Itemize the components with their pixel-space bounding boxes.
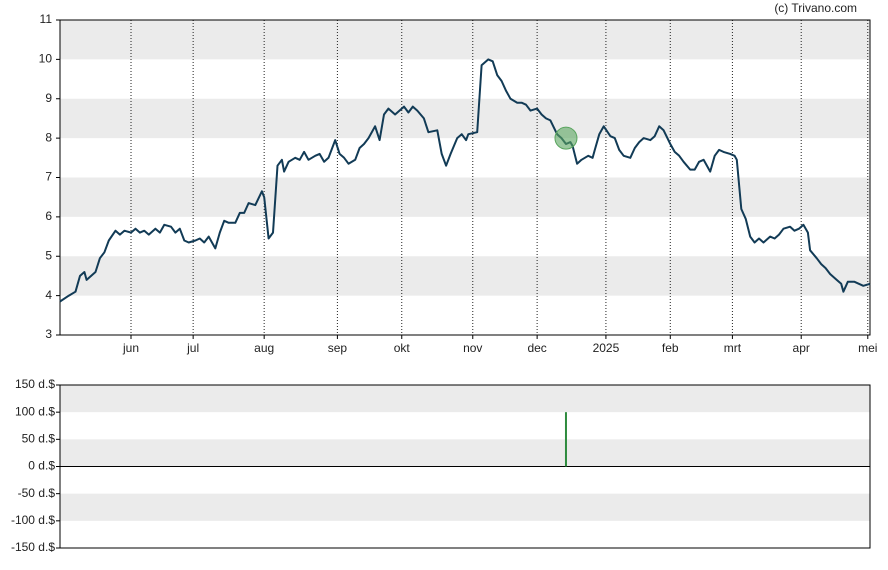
plot-frame: [59, 19, 871, 336]
credit: (c) Trivano.com: [774, 1, 857, 15]
x-tick-label: aug: [254, 341, 274, 355]
x-tick-label: nov: [463, 341, 482, 355]
grid-band: [60, 98, 870, 139]
y-tick-label: 4: [45, 288, 52, 302]
y-tick-label: -150 d.$: [11, 540, 55, 554]
grid-band: [60, 177, 870, 217]
y-tick-label: 5: [45, 248, 52, 262]
x-tick-label: mrt: [724, 341, 742, 355]
y-tick-label: 150 d.$: [15, 377, 55, 391]
y-tick-label: 11: [40, 12, 53, 26]
y-tick-label: 7: [45, 170, 52, 184]
grid-band: [60, 493, 870, 521]
x-tick-label: dec: [527, 341, 546, 355]
y-tick-label: -100 d.$: [11, 513, 55, 527]
x-tick-label: jul: [186, 341, 199, 355]
x-tick-label: jun: [122, 341, 139, 355]
y-tick-label: 9: [45, 91, 52, 105]
y-tick-label: 0 d.$: [28, 459, 55, 473]
x-tick-label: okt: [394, 341, 411, 355]
price-line: [59, 58, 871, 303]
x-tick-label: feb: [662, 341, 679, 355]
y-tick-label: 100 d.$: [15, 404, 55, 418]
grid-band: [60, 439, 870, 467]
grid-band: [60, 20, 870, 60]
x-tick-label: apr: [793, 341, 810, 355]
y-tick-label: 10: [39, 52, 53, 66]
y-tick-label: 6: [45, 209, 52, 223]
y-tick-label: 8: [45, 130, 52, 144]
x-tick-label: sep: [328, 341, 348, 355]
grid-band: [60, 385, 870, 413]
x-tick-label: 2025: [593, 341, 620, 355]
trade-marker: [554, 126, 578, 150]
y-tick-label: 3: [45, 327, 52, 341]
y-tick-label: 50 d.$: [22, 432, 56, 446]
grid-band: [60, 256, 870, 296]
x-tick-label: mei: [858, 341, 877, 355]
y-tick-label: -50 d.$: [18, 486, 56, 500]
